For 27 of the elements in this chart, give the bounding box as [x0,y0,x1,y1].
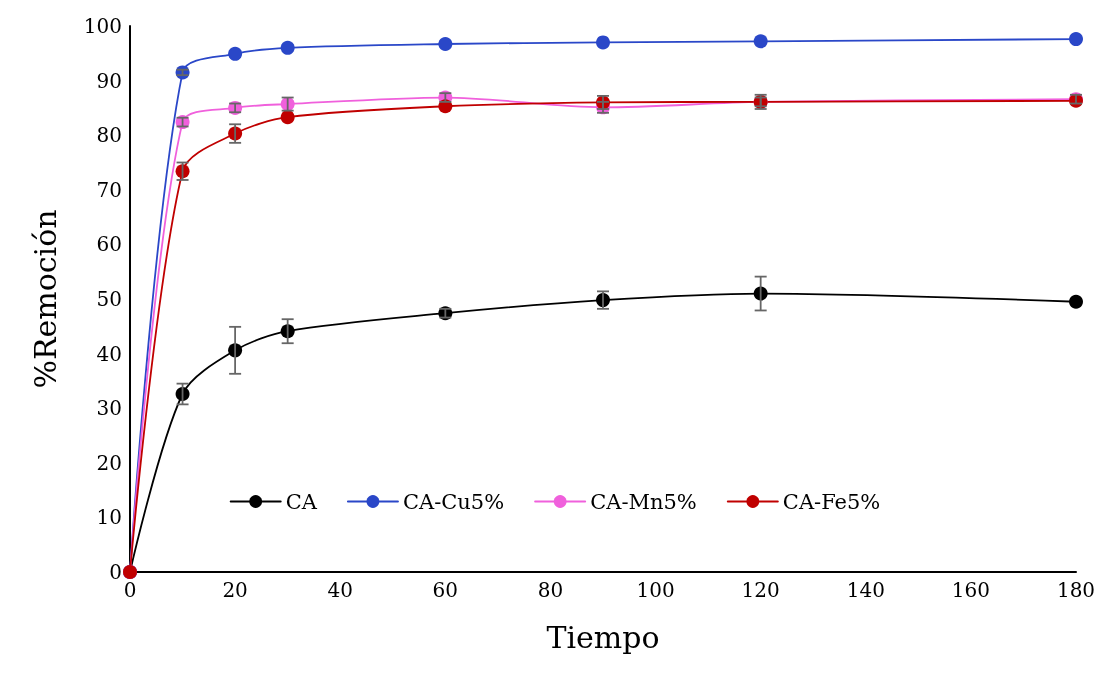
y-tick-label: 80 [96,123,122,148]
x-tick-label: 100 [636,578,675,602]
x-tick-label: 80 [537,578,564,602]
y-tick-label: 10 [96,505,122,530]
x-tick-label: 40 [327,578,353,602]
x-tick-label: 160 [951,578,990,602]
x-tick-label: 60 [432,578,459,602]
x-tick-label: 0 [123,578,137,602]
y-tick-label: 0 [109,560,122,584]
x-tick-label: 140 [846,578,885,602]
y-axis-title: %Remoción [27,209,63,389]
x-axis-title: Tiempo [546,619,660,655]
y-tick-label: 60 [96,232,122,257]
legend-label: CA-Cu5% [402,489,505,514]
y-tick-label: 50 [96,287,122,311]
y-tick-label: 40 [96,341,122,366]
y-tick-label: 70 [96,177,122,202]
legend-label: CA-Mn5% [590,489,697,514]
y-tick-label: 20 [96,450,122,475]
y-tick-label: 30 [96,396,122,421]
x-tick-label: 180 [1056,578,1096,602]
y-tick-label: 90 [96,68,122,93]
x-tick-label: 20 [222,578,248,602]
legend-label: CA-Fe5% [782,489,881,514]
x-tick-label: 120 [741,578,780,602]
legend-label: CA [285,489,318,514]
y-tick-label: 100 [83,14,122,38]
